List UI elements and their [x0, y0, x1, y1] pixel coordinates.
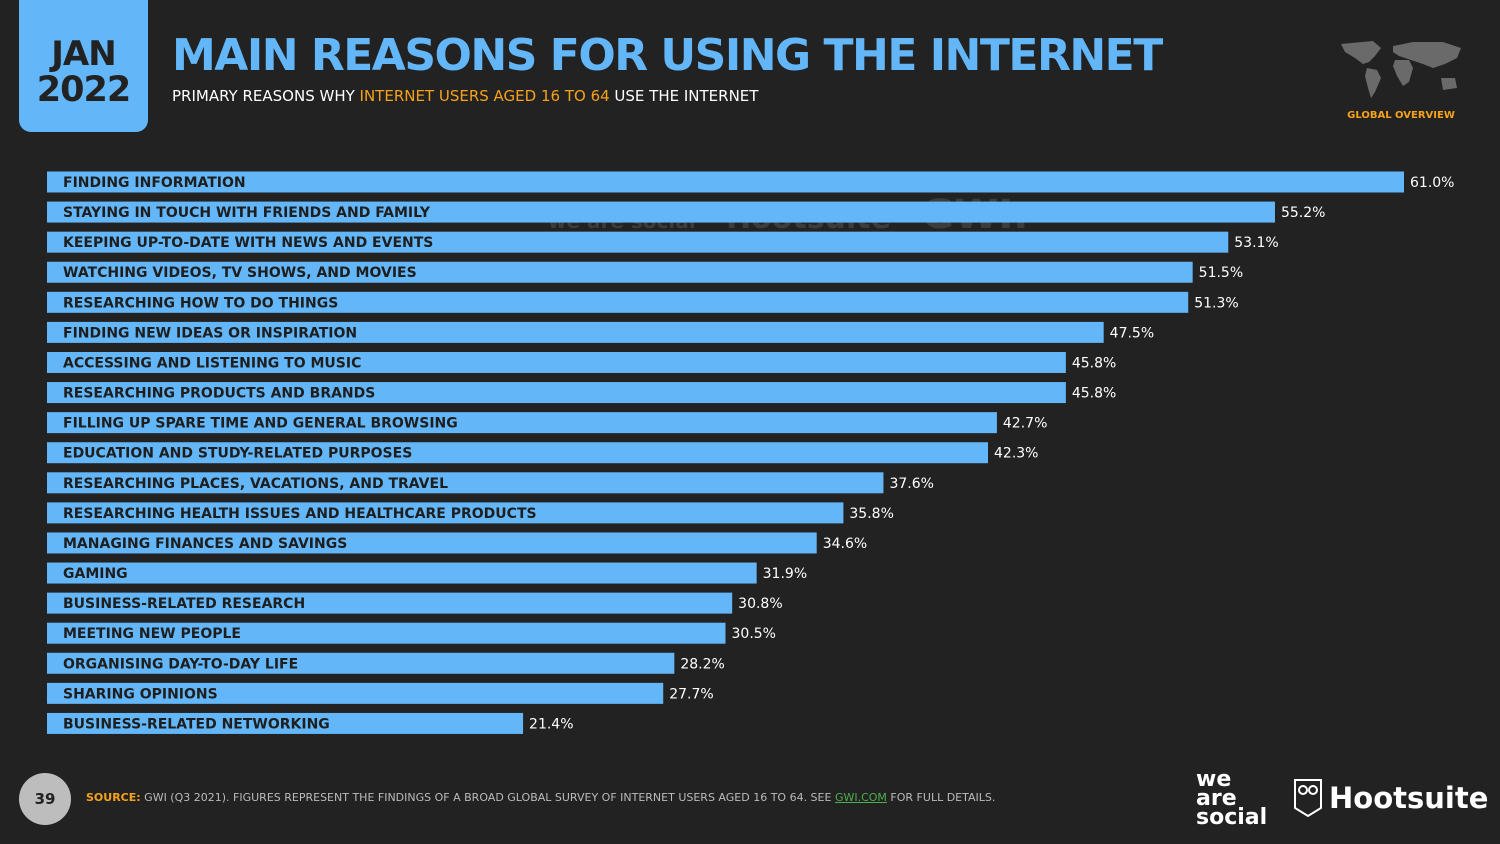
subtitle-pre: PRIMARY REASONS WHY — [172, 87, 360, 105]
bar — [47, 231, 1229, 253]
bar-category-label: FILLING UP SPARE TIME AND GENERAL BROWSI… — [63, 416, 458, 432]
page-title: MAIN REASONS FOR USING THE INTERNET — [172, 30, 1163, 81]
bar-category-label: FINDING INFORMATION — [63, 175, 246, 191]
bar-category-label: ACCESSING AND LISTENING TO MUSIC — [63, 355, 361, 371]
source-link[interactable]: GWI.COM — [834, 791, 887, 804]
bar — [47, 171, 1404, 193]
bar — [47, 502, 844, 524]
bar — [47, 291, 1189, 313]
we-are-social-text: we are social — [1196, 767, 1268, 830]
bar — [47, 351, 1066, 373]
bar-category-label: SHARING OPINIONS — [63, 686, 218, 702]
we-are-social-logo: we are social — [1196, 767, 1276, 830]
bar — [47, 321, 1104, 343]
bar-category-label: GAMING — [63, 566, 128, 582]
bar-value-label: 42.7% — [1003, 416, 1047, 432]
bar-value-label: 51.3% — [1194, 295, 1238, 311]
page-subtitle: PRIMARY REASONS WHY INTERNET USERS AGED … — [172, 87, 758, 105]
bar-value-label: 34.6% — [823, 536, 867, 552]
subtitle-highlight: INTERNET USERS AGED 16 TO 64 — [359, 87, 610, 105]
bar-category-label: MEETING NEW PEOPLE — [63, 626, 241, 642]
bar-value-label: 55.2% — [1281, 205, 1325, 221]
bar-value-label: 31.9% — [763, 566, 807, 582]
bar-category-label: FINDING NEW IDEAS OR INSPIRATION — [63, 325, 357, 341]
source-text: GWI (Q3 2021). FIGURES REPRESENT THE FIN… — [140, 791, 835, 804]
bar-value-label: 47.5% — [1110, 325, 1154, 341]
page-number: 39 — [19, 773, 71, 825]
hootsuite-text: Hootsuite — [1329, 781, 1489, 815]
bar — [47, 382, 1066, 404]
bar-category-label: KEEPING UP-TO-DATE WITH NEWS AND EVENTS — [63, 235, 433, 251]
bar-category-label: RESEARCHING HOW TO DO THINGS — [63, 295, 338, 311]
date-year: 2022 — [36, 70, 131, 110]
date-badge: JAN 2022 — [19, 0, 148, 132]
world-map-icon — [1341, 41, 1461, 98]
source-note: SOURCE: GWI (Q3 2021). FIGURES REPRESENT… — [86, 791, 995, 804]
bar — [47, 562, 757, 584]
bar-value-label: 42.3% — [994, 446, 1038, 462]
bar — [47, 652, 675, 674]
bar — [47, 472, 884, 494]
bar-value-label: 37.6% — [889, 476, 933, 492]
bar — [47, 592, 733, 614]
bar-value-label: 61.0% — [1410, 175, 1454, 191]
bar-chart: FINDING INFORMATION 61.0% STAYING IN TOUCH… — [47, 171, 1454, 734]
bar — [47, 712, 524, 734]
bar-category-label: RESEARCHING HEALTH ISSUES AND HEALTHCARE… — [63, 506, 537, 522]
bar-value-label: 27.7% — [669, 686, 713, 702]
bar-value-label: 53.1% — [1234, 235, 1278, 251]
bar-category-label: BUSINESS-RELATED RESEARCH — [63, 596, 305, 612]
bar-value-label: 51.5% — [1199, 265, 1243, 281]
source-end: FOR FULL DETAILS. — [886, 791, 996, 804]
bar-value-label: 45.8% — [1072, 386, 1116, 402]
bar — [47, 442, 989, 464]
bar — [47, 261, 1193, 283]
bar-category-label: MANAGING FINANCES AND SAVINGS — [63, 536, 347, 552]
bar-value-label: 28.2% — [680, 656, 724, 672]
source-key: SOURCE: — [86, 791, 141, 804]
bar-category-label: ORGANISING DAY-TO-DAY LIFE — [63, 656, 298, 672]
subtitle-post: USE THE INTERNET — [609, 87, 759, 105]
bar-category-label: EDUCATION AND STUDY-RELATED PURPOSES — [63, 446, 412, 462]
owl-icon — [1294, 779, 1322, 818]
bar-value-label: 21.4% — [529, 716, 573, 732]
bar-category-label: RESEARCHING PLACES, VACATIONS, AND TRAVE… — [63, 476, 448, 492]
hootsuite-logo: Hootsuite — [1293, 778, 1488, 818]
bar-category-label: WATCHING VIDEOS, TV SHOWS, AND MOVIES — [63, 265, 417, 281]
bar — [47, 201, 1275, 223]
bar — [47, 532, 817, 554]
bar-category-label: STAYING IN TOUCH WITH FRIENDS AND FAMILY — [63, 205, 431, 221]
bar — [47, 622, 726, 644]
bar-category-label: BUSINESS-RELATED NETWORKING — [63, 716, 330, 732]
bar — [47, 412, 997, 434]
date-month: JAN — [51, 34, 116, 74]
bar-value-label: 45.8% — [1072, 355, 1116, 371]
bar-category-label: RESEARCHING PRODUCTS AND BRANDS — [63, 386, 375, 402]
global-overview-label: GLOBAL OVERVIEW — [1347, 110, 1455, 121]
bar-value-label: 30.5% — [732, 626, 776, 642]
bar-value-label: 30.8% — [738, 596, 782, 612]
bar — [47, 682, 664, 704]
bar-value-label: 35.8% — [849, 506, 893, 522]
